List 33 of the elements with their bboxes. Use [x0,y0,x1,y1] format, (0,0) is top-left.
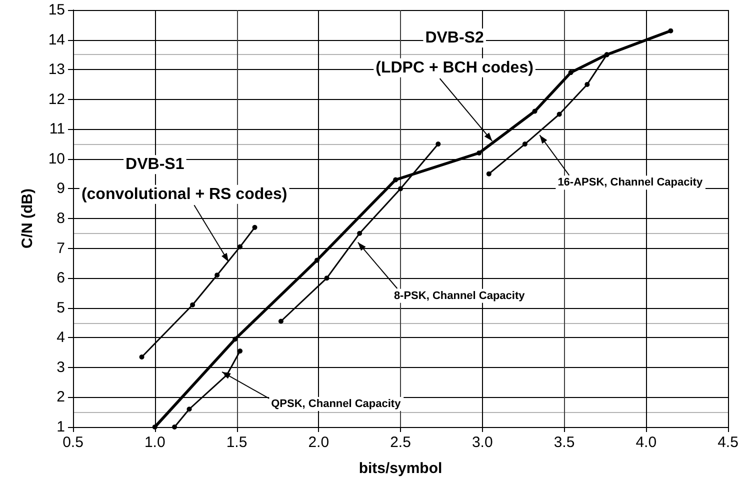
x-tick-label: 2.0 [308,434,330,451]
y-tick-label: 3 [56,358,65,376]
x-tick-label: 4.0 [636,434,657,451]
x-tick-label: 1.0 [144,434,166,451]
annotation: 8-PSK, Channel Capacity [394,290,526,302]
y-tick-label: 4 [56,329,65,346]
y-tick-label: 5 [56,299,65,316]
y-axis-title: C/N (dB) [19,188,36,248]
x-axis-title: bits/symbol [358,460,442,477]
y-tick-label: 13 [48,61,65,78]
y-tick-label: 6 [56,270,65,287]
annotation: (LDPC + BCH codes) [376,59,534,76]
x-tick-label: 3.5 [554,434,575,451]
y-tick-label: 8 [56,210,65,227]
y-tick-label: 1 [56,418,65,436]
annotation: 16-APSK, Channel Capacity [558,176,704,189]
annotation: (convolutional + RS codes) [81,186,288,203]
annotation: QPSK, Channel Capacity [271,398,402,410]
x-tick-label: 3.0 [472,434,493,451]
y-tick-label: 10 [48,150,65,168]
x-tick-label: 0.5 [62,434,84,451]
x-tick-label: 1.5 [226,434,248,451]
y-tick-label: 11 [49,120,65,138]
y-tick-label: 2 [56,388,65,406]
x-tick-label: 2.5 [390,434,411,451]
y-tick-label: 15 [48,2,65,18]
annotation: DVB-S2 [425,30,484,47]
y-tick-label: 12 [48,90,65,108]
y-tick-label: 9 [56,180,65,198]
y-tick-label: 14 [48,31,65,48]
annotation: DVB-S1 [126,156,184,174]
y-tick-label: 7 [56,240,65,257]
x-tick-label: 4.5 [718,434,738,451]
